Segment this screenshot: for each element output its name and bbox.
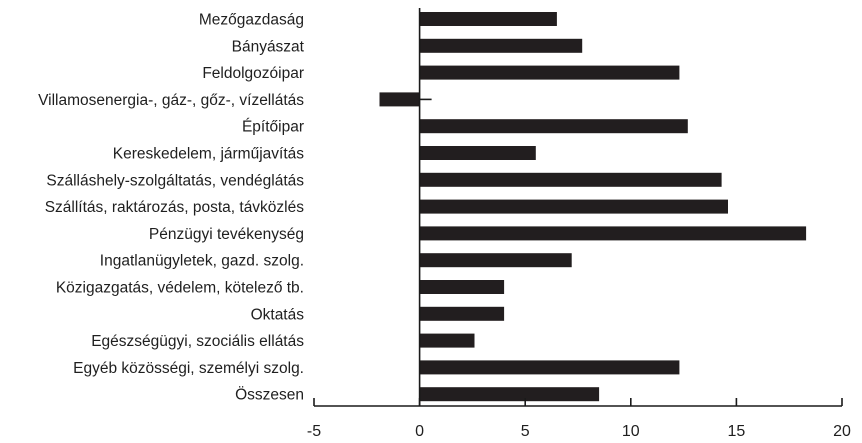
bar <box>419 65 680 80</box>
category-label: Egészségügyi, szociális ellátás <box>91 333 304 350</box>
bar <box>419 387 600 402</box>
category-label: Kereskedelem, járműjavítás <box>113 146 304 163</box>
bar <box>379 92 420 107</box>
category-label: Összesen <box>235 386 304 404</box>
bar <box>419 146 536 160</box>
x-tick-labels: -5 0 5 10 15 20 <box>307 423 851 440</box>
category-label: Bányászat <box>232 38 305 55</box>
bar <box>419 199 728 214</box>
category-label: Oktatás <box>251 306 305 323</box>
category-label: Feldolgozóipar <box>202 65 304 82</box>
x-tick-label: 15 <box>728 423 746 440</box>
category-label: Építőipar <box>242 119 304 136</box>
bar <box>419 360 680 375</box>
bar <box>419 226 807 241</box>
category-labels: Mezőgazdaság Bányászat Feldolgozóipar Villa… <box>38 12 305 404</box>
category-label: Ingatlanügyletek, gazd. szolg. <box>100 253 304 270</box>
category-label: Szállítás, raktározás, posta, távközlés <box>45 199 305 216</box>
category-label: Szálláshely-szolgáltatás, vendéglátás <box>46 172 304 189</box>
x-tick-label: 10 <box>622 423 640 440</box>
category-label: Közigazgatás, védelem, kötelező tb. <box>56 280 304 297</box>
bar <box>419 38 583 53</box>
bars-group <box>379 12 807 402</box>
category-label: Villamosenergia-, gáz-, gőz-, vízellátás <box>38 92 304 109</box>
bar <box>419 12 557 26</box>
bar <box>419 119 688 134</box>
bar <box>419 280 505 294</box>
axes <box>313 8 843 407</box>
x-tick-label: 5 <box>521 423 530 440</box>
category-label: Pénzügyi tevékenység <box>149 226 304 243</box>
x-tick-label: -5 <box>307 423 321 440</box>
bar <box>419 306 505 321</box>
bar <box>419 172 722 187</box>
x-tick-label: 0 <box>415 423 424 440</box>
category-label: Egyéb közösségi, személyi szolg. <box>73 360 304 377</box>
x-tick-label: 20 <box>833 423 851 440</box>
category-label: Mezőgazdaság <box>199 12 304 29</box>
bar <box>419 333 475 348</box>
bar <box>419 253 572 268</box>
